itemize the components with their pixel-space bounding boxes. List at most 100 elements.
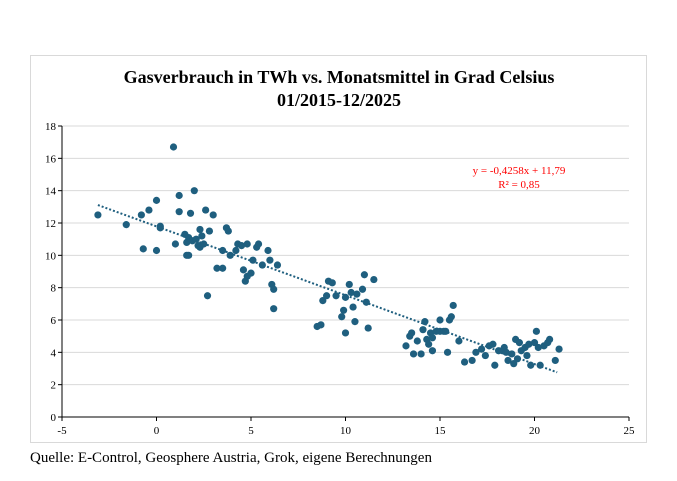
- data-point: [224, 227, 232, 235]
- data-point: [202, 206, 210, 214]
- data-point: [340, 306, 348, 314]
- chart-frame: Gasverbrauch in TWh vs. Monatsmittel in …: [30, 55, 647, 443]
- data-point: [555, 345, 563, 353]
- data-point: [442, 327, 450, 335]
- y-tick-label: 4: [51, 347, 57, 359]
- data-point: [402, 342, 410, 350]
- data-point: [515, 339, 523, 347]
- data-point: [175, 208, 183, 216]
- data-point: [409, 350, 418, 358]
- data-point: [226, 251, 234, 259]
- data-point: [417, 350, 425, 358]
- data-point: [185, 251, 193, 259]
- data-point: [510, 360, 518, 368]
- data-point: [353, 290, 361, 298]
- data-point: [139, 245, 147, 253]
- x-tick-label: 10: [340, 425, 352, 437]
- data-point: [468, 356, 476, 365]
- data-point: [447, 313, 455, 321]
- data-point: [237, 242, 246, 250]
- data-point: [198, 232, 206, 240]
- data-point: [239, 266, 248, 274]
- data-point: [341, 329, 350, 337]
- data-point: [200, 240, 208, 248]
- trendline-equation: y = -0,4258x + 11,79: [473, 165, 566, 177]
- data-point: [536, 361, 544, 369]
- source-note: Quelle: E-Control, Geosphere Austria, Gr…: [30, 450, 432, 466]
- data-point: [419, 326, 427, 334]
- data-point: [362, 298, 370, 306]
- data-point: [436, 316, 444, 324]
- data-point: [370, 275, 378, 284]
- data-point: [527, 361, 535, 369]
- data-point: [472, 348, 480, 356]
- y-tick-label: 18: [45, 121, 57, 133]
- y-tick-label: 16: [45, 153, 57, 165]
- data-point: [152, 196, 161, 204]
- data-point: [358, 285, 367, 293]
- data-point: [317, 321, 325, 329]
- data-point: [205, 227, 214, 235]
- data-point: [273, 261, 282, 269]
- y-tick-label: 12: [45, 218, 56, 230]
- data-point: [489, 340, 497, 348]
- data-point: [266, 256, 274, 264]
- data-point: [504, 356, 512, 365]
- y-tick-label: 14: [45, 186, 57, 198]
- y-tick-label: 6: [51, 315, 57, 327]
- y-tick-label: 0: [51, 412, 57, 424]
- data-point: [323, 292, 331, 300]
- data-point: [145, 206, 153, 214]
- x-tick-label: 25: [624, 425, 636, 437]
- data-point: [94, 211, 102, 219]
- data-point: [122, 221, 130, 229]
- data-point: [258, 261, 266, 269]
- data-point: [455, 337, 463, 345]
- data-point: [264, 246, 272, 255]
- data-point: [319, 297, 327, 305]
- data-point: [551, 356, 559, 365]
- data-point: [491, 361, 499, 369]
- data-point: [192, 235, 200, 243]
- x-tick-label: 0: [154, 425, 160, 437]
- trendline: [97, 204, 558, 374]
- data-point: [270, 305, 278, 313]
- data-point: [546, 335, 554, 343]
- data-point: [213, 264, 221, 272]
- data-point: [175, 191, 183, 200]
- data-point: [532, 327, 540, 335]
- data-point: [345, 280, 353, 289]
- data-point: [508, 350, 516, 358]
- data-point: [525, 340, 533, 348]
- data-point: [460, 358, 469, 366]
- data-point: [347, 288, 355, 297]
- y-tick-label: 2: [51, 380, 57, 392]
- data-point: [513, 355, 522, 363]
- data-point: [481, 351, 489, 360]
- data-point: [249, 256, 257, 264]
- x-tick-label: -5: [57, 425, 67, 437]
- data-point: [171, 240, 179, 248]
- scatter-chart: Gasverbrauch in TWh vs. Monatsmittel in …: [45, 67, 636, 437]
- chart-subtitle: 01/2015-12/2025: [277, 90, 401, 110]
- data-point: [428, 334, 437, 342]
- data-point: [152, 246, 161, 255]
- data-point: [219, 264, 227, 272]
- data-point: [254, 240, 263, 248]
- data-point: [449, 301, 457, 310]
- data-point: [232, 246, 240, 255]
- data-point: [341, 293, 350, 301]
- data-point: [196, 225, 204, 234]
- data-point: [219, 246, 227, 255]
- data-point: [328, 279, 336, 287]
- data-point: [530, 339, 539, 347]
- data-point: [186, 209, 195, 217]
- data-point: [351, 318, 359, 326]
- data-point: [247, 269, 255, 277]
- r-squared-label: R² = 0,85: [498, 179, 540, 191]
- data-point: [477, 345, 486, 353]
- data-point: [270, 285, 278, 293]
- data-point: [428, 347, 437, 355]
- x-tick-label: 20: [529, 425, 541, 437]
- data-point: [421, 318, 429, 326]
